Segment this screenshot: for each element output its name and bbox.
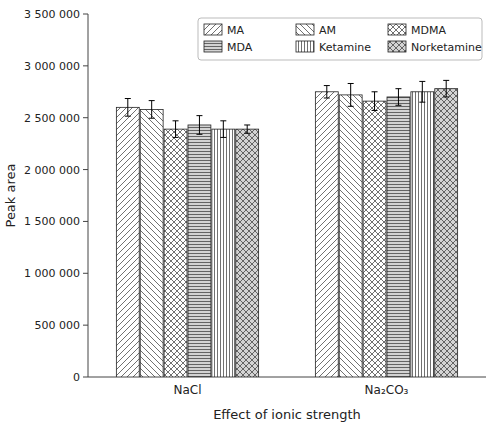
bar xyxy=(140,109,163,377)
y-tick xyxy=(83,325,88,326)
y-tick xyxy=(83,117,88,118)
legend-box xyxy=(198,18,482,60)
legend-label: Norketamine xyxy=(411,41,482,54)
y-tick xyxy=(83,273,88,274)
x-tick-label: Na₂CO₃ xyxy=(365,383,409,397)
y-tick xyxy=(83,221,88,222)
bar xyxy=(339,95,362,377)
y-tick-label: 1 000 000 xyxy=(24,267,80,280)
legend-label: Ketamine xyxy=(319,41,371,54)
legend-swatch xyxy=(388,41,406,52)
legend-swatch xyxy=(296,24,314,35)
bar xyxy=(116,107,139,377)
legend-label: MA xyxy=(227,24,244,37)
y-tick-label: 3 500 000 xyxy=(24,8,80,21)
y-tick-label: 500 000 xyxy=(35,319,81,332)
error-bar xyxy=(125,99,131,117)
x-tick-label: NaCl xyxy=(173,383,201,397)
bar xyxy=(188,125,211,377)
error-bar xyxy=(419,81,425,102)
bar xyxy=(164,129,187,377)
y-tick xyxy=(83,65,88,66)
y-tick-label: 1 500 000 xyxy=(24,215,80,228)
y-tick xyxy=(83,14,88,15)
legend-swatch xyxy=(296,41,314,52)
bar xyxy=(363,101,386,377)
legend-label: AM xyxy=(319,24,336,37)
bar xyxy=(387,97,410,377)
error-bar xyxy=(324,86,330,98)
bars xyxy=(116,80,457,377)
bar xyxy=(315,92,338,377)
error-bar xyxy=(196,116,202,135)
error-bar xyxy=(348,83,354,106)
chart: 0 500 000 1 000 000 1 500 000 2 000 000 2 500… xyxy=(0,0,500,429)
y-tick-label: 0 xyxy=(73,371,80,384)
legend: MA AM MDMA MDA Ketamine Norketamine xyxy=(198,18,482,60)
error-bar xyxy=(443,80,449,97)
y-axis: 0 500 000 1 000 000 1 500 000 2 000 000 2 500… xyxy=(24,8,486,384)
error-bar xyxy=(372,92,378,111)
error-bar xyxy=(244,125,250,133)
y-tick xyxy=(83,377,88,378)
error-bar xyxy=(395,89,401,106)
error-bar xyxy=(220,121,226,138)
y-tick-label: 3 000 000 xyxy=(24,60,80,73)
y-tick-label: 2 000 000 xyxy=(24,164,80,177)
y-tick xyxy=(83,169,88,170)
x-axis-label: Effect of ionic strength xyxy=(213,407,361,422)
y-axis-label: Peak area xyxy=(3,164,18,228)
legend-swatch xyxy=(204,41,222,52)
legend-label: MDMA xyxy=(411,24,446,37)
bar xyxy=(236,129,259,377)
error-bar xyxy=(173,121,179,138)
error-bar xyxy=(149,101,155,119)
legend-swatch xyxy=(204,24,222,35)
y-axis-line xyxy=(88,14,89,377)
bar xyxy=(411,92,434,377)
bar xyxy=(212,129,235,377)
y-tick-label: 2 500 000 xyxy=(24,112,80,125)
legend-swatch xyxy=(388,24,406,35)
legend-label: MDA xyxy=(227,41,253,54)
bar xyxy=(435,89,458,377)
